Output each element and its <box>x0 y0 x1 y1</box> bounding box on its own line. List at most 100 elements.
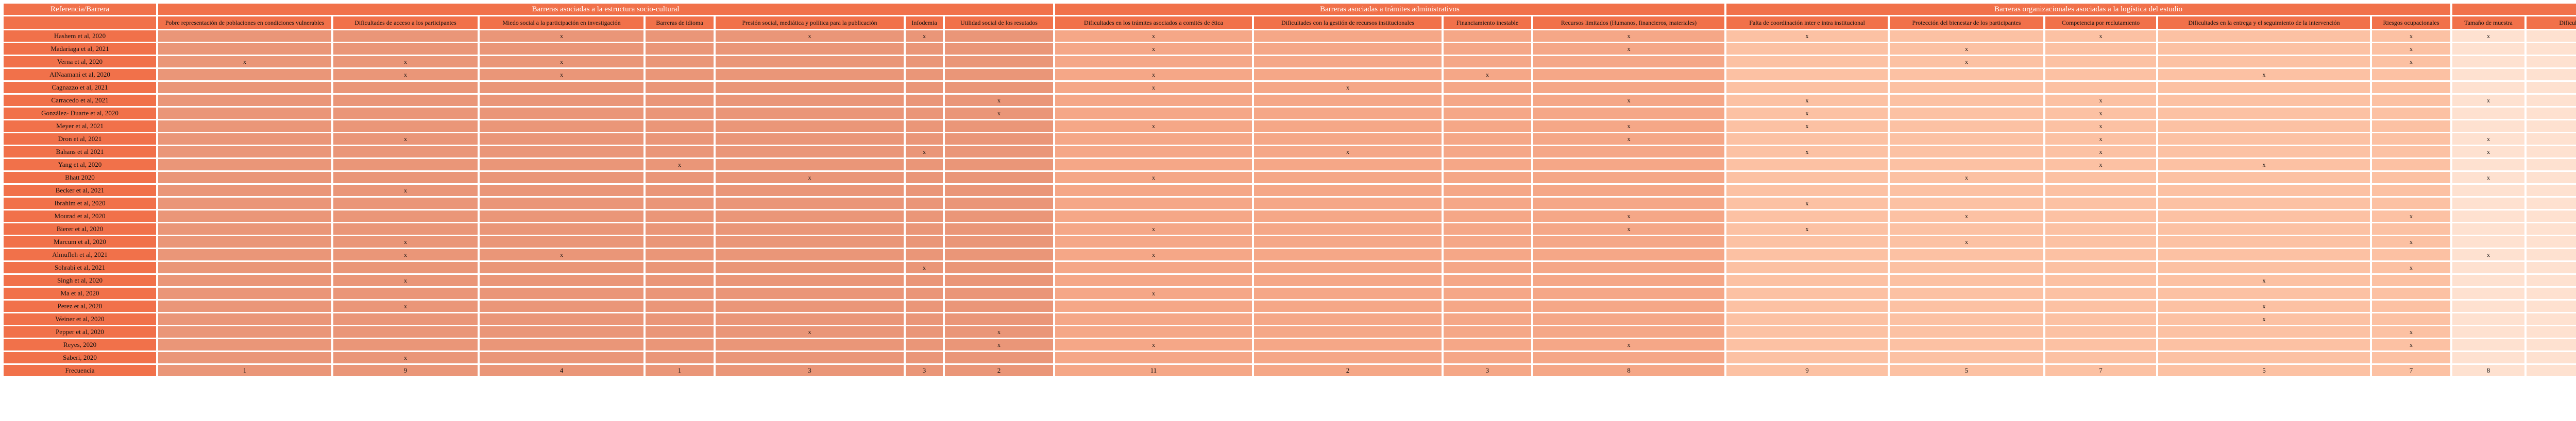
mark-cell <box>1533 326 1724 338</box>
mark-cell <box>2527 288 2576 299</box>
mark-cell <box>716 288 904 299</box>
table-row: Ibrahim et al, 2020 x <box>4 198 2576 209</box>
mark-cell <box>1726 288 1888 299</box>
mark-cell <box>716 82 904 93</box>
mark-cell <box>906 159 943 170</box>
column-header-9: Dificultades con la gestión de recursos … <box>1254 16 1442 29</box>
mark-cell <box>1254 262 1442 273</box>
mark-cell <box>945 313 1053 325</box>
mark-cell <box>945 352 1053 363</box>
row-label-22: Perez et al, 2020 <box>4 301 156 312</box>
mark-cell <box>2372 185 2450 196</box>
mark-cell: x <box>1726 223 1888 235</box>
column-header-4: Barreras de idioma <box>646 16 714 29</box>
mark-cell <box>1254 133 1442 145</box>
column-header-16: Riesgos ocupacionales <box>2372 16 2450 29</box>
frequency-cell: 3 <box>906 365 943 376</box>
mark-cell <box>2372 120 2450 132</box>
mark-cell <box>906 339 943 350</box>
mark-cell <box>1890 82 2043 93</box>
row-label-4: AlNaamani et al, 2020 <box>4 69 156 80</box>
mark-cell <box>2045 69 2156 80</box>
mark-cell <box>158 198 331 209</box>
mark-cell <box>2372 82 2450 93</box>
mark-cell <box>945 210 1053 222</box>
mark-cell <box>1254 108 1442 119</box>
mark-cell <box>1254 275 1442 286</box>
table-row: Bierer et al, 2020 x x x <box>4 223 2576 235</box>
column-header-3: Miedo social a la participación en inves… <box>480 16 643 29</box>
mark-cell <box>1726 185 1888 196</box>
mark-cell <box>646 288 714 299</box>
mark-cell: x <box>945 108 1053 119</box>
mark-cell <box>2158 82 2370 93</box>
mark-cell <box>2452 275 2524 286</box>
mark-cell <box>716 133 904 145</box>
mark-cell <box>1890 249 2043 260</box>
mark-cell <box>333 339 478 350</box>
mark-cell: x <box>1533 43 1724 55</box>
mark-cell <box>2527 43 2576 55</box>
group-header-row: Referencia/Barrera Barreras asociadas a … <box>4 4 2576 15</box>
mark-cell: x <box>716 326 904 338</box>
mark-cell <box>2158 95 2370 106</box>
mark-cell <box>480 146 643 157</box>
mark-cell <box>480 313 643 325</box>
mark-cell <box>2452 56 2524 67</box>
mark-cell: x <box>906 262 943 273</box>
mark-cell: x <box>2372 56 2450 67</box>
table-row: Mourad et al, 2020 x x x <box>4 210 2576 222</box>
row-label-6: Carracedo et al, 2021 <box>4 95 156 106</box>
mark-cell <box>2527 185 2576 196</box>
mark-cell <box>2158 326 2370 338</box>
mark-cell <box>1533 172 1724 183</box>
mark-cell <box>158 249 331 260</box>
row-label-23: Weiner et al, 2020 <box>4 313 156 325</box>
group-header-4: Barreras metodológicas <box>2452 4 2576 15</box>
mark-cell <box>716 56 904 67</box>
mark-cell <box>1533 275 1724 286</box>
column-header-11: Recursos limitados (Humanos, financieros… <box>1533 16 1724 29</box>
mark-cell <box>716 352 904 363</box>
mark-cell <box>716 69 904 80</box>
mark-cell <box>716 108 904 119</box>
mark-cell <box>480 288 643 299</box>
column-header-15: Dificultades en la entrega y el seguimie… <box>2158 16 2370 29</box>
mark-cell: x <box>2045 133 2156 145</box>
mark-cell <box>906 249 943 260</box>
mark-cell <box>480 43 643 55</box>
mark-cell <box>945 275 1053 286</box>
mark-cell <box>1254 352 1442 363</box>
mark-cell <box>480 120 643 132</box>
mark-cell <box>158 236 331 248</box>
mark-cell: x <box>333 352 478 363</box>
mark-cell <box>1533 108 1724 119</box>
column-header-row: Pobre representación de poblaciones en c… <box>4 16 2576 29</box>
mark-cell <box>1055 159 1252 170</box>
mark-cell <box>906 236 943 248</box>
mark-cell <box>1726 249 1888 260</box>
mark-cell <box>2452 159 2524 170</box>
mark-cell: x <box>906 30 943 42</box>
mark-cell <box>2372 288 2450 299</box>
mark-cell <box>1533 249 1724 260</box>
mark-cell <box>646 326 714 338</box>
mark-cell <box>2527 313 2576 325</box>
mark-cell <box>2045 249 2156 260</box>
table-row: Marcum et al, 2020 x x x <box>4 236 2576 248</box>
mark-cell: x <box>2452 172 2524 183</box>
frequency-cell: 9 <box>333 365 478 376</box>
mark-cell <box>2158 249 2370 260</box>
mark-cell <box>480 236 643 248</box>
mark-cell: x <box>1890 172 2043 183</box>
mark-cell <box>906 120 943 132</box>
mark-cell: x <box>2158 69 2370 80</box>
column-header-2: Dificultades de acceso a los participant… <box>333 16 478 29</box>
mark-cell <box>716 159 904 170</box>
mark-cell <box>1254 210 1442 222</box>
mark-cell <box>2527 326 2576 338</box>
mark-cell: x <box>2372 339 2450 350</box>
column-header-12: Falta de coordinación inter e intra inst… <box>1726 16 1888 29</box>
mark-cell <box>2452 210 2524 222</box>
mark-cell <box>1055 133 1252 145</box>
